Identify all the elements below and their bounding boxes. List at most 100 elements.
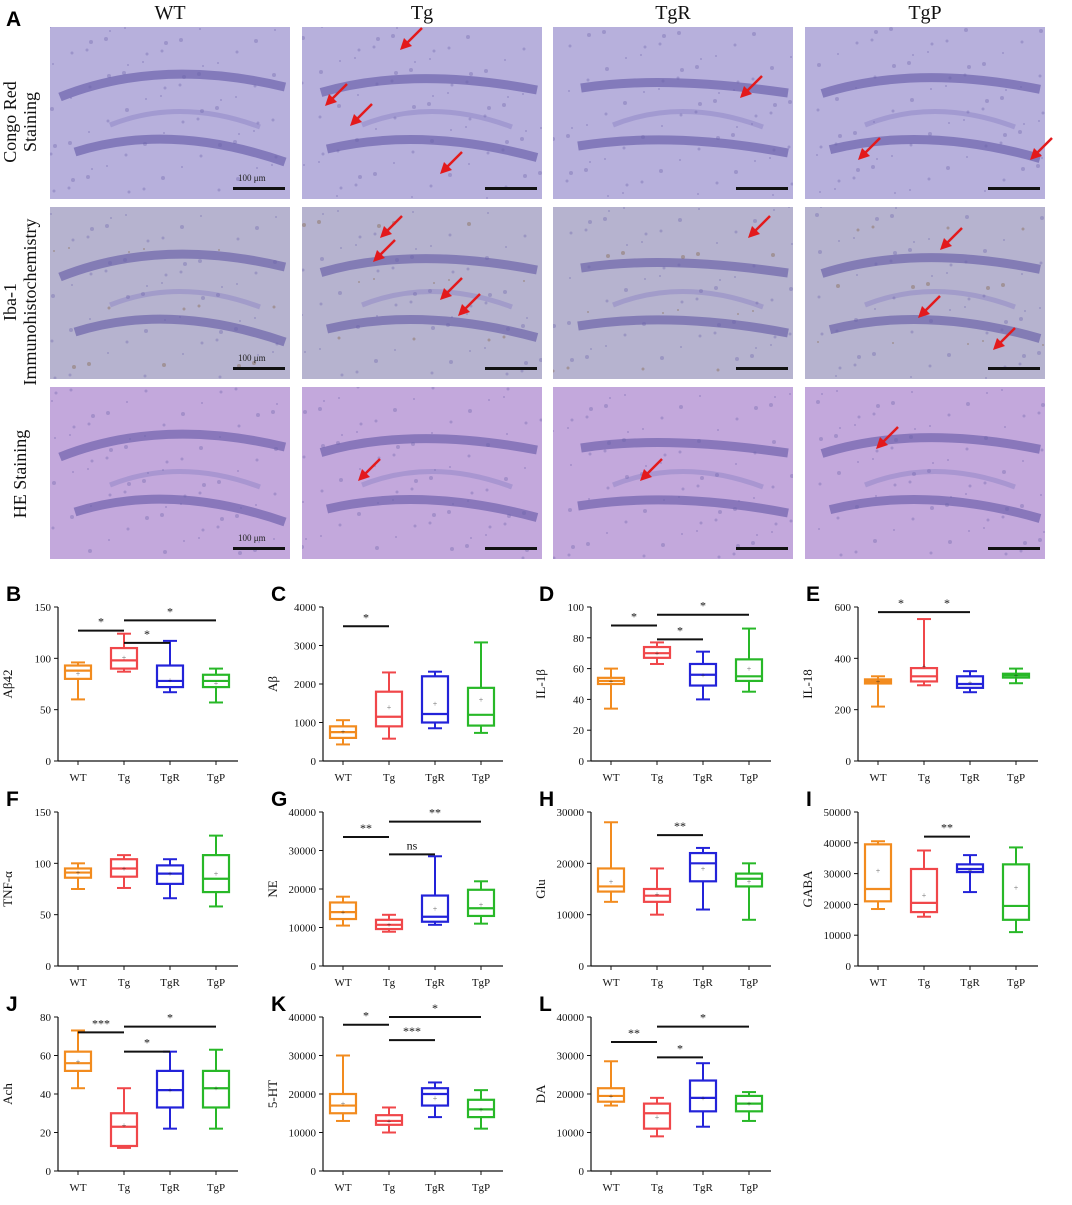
x-tick-label: Tg [651, 772, 664, 784]
panel-letter: B [6, 583, 22, 606]
y-tick-label: 40000 [289, 807, 317, 819]
box-wt: + [863, 675, 893, 708]
y-tick-label: 80 [40, 1012, 52, 1024]
significance-label: ** [674, 819, 686, 833]
scale-bar-label: 100 μm [238, 173, 266, 183]
y-tick-label: 200 [835, 705, 852, 717]
mean-marker: + [76, 1057, 81, 1066]
y-tick-label: 20 [573, 725, 585, 737]
scale-bar [485, 367, 537, 370]
significance-label: * [167, 1011, 173, 1025]
micrograph-tile [805, 27, 1045, 199]
mean-marker: + [168, 676, 173, 685]
red-arrow-icon [400, 27, 423, 50]
box-plot-panel-e: E 0 200 400 600 IL-18 WT + Tg + TgR + TgP + * * [800, 583, 1068, 785]
y-tick-label: 50000 [824, 807, 852, 819]
box-tgp: + [734, 1091, 764, 1122]
box-plot-svg: 0 200 400 600 IL-18 WT + Tg + TgR + TgP + * * [800, 596, 1038, 784]
significance-label: * [700, 1011, 706, 1025]
box-tgr: + [155, 639, 185, 694]
y-tick-label: 150 [35, 602, 52, 614]
y-tick-label: 0 [46, 961, 52, 973]
y-axis-label: DA [533, 1084, 548, 1103]
row-label-he: HE Staining [10, 429, 30, 519]
box-tgp: + [734, 627, 764, 693]
y-tick-label: 10000 [557, 1128, 585, 1140]
mean-marker: + [922, 891, 927, 900]
y-axis-label: Aβ42 [0, 669, 15, 698]
red-arrow-icon [740, 75, 763, 98]
red-arrow-icon [1030, 137, 1053, 160]
panel-letter: K [271, 993, 287, 1016]
y-tick-label: 20000 [557, 1089, 585, 1101]
box-wt: + [328, 895, 358, 927]
scale-bar [736, 547, 788, 550]
box-tgr: + [955, 670, 985, 694]
y-tick-label: 0 [846, 756, 852, 768]
y-tick-label: 50 [40, 705, 52, 717]
significance-label: ** [941, 821, 953, 835]
mean-marker: + [214, 679, 219, 688]
box-plot-svg: 0 20 40 60 80 100 IL-1β WT + Tg + TgR + TgP + * * * [533, 599, 771, 784]
mean-marker: + [609, 877, 614, 886]
y-tick-label: 0 [46, 756, 52, 768]
column-header-tgr: TgR [655, 2, 691, 24]
mean-marker: + [609, 677, 614, 686]
mean-marker: + [433, 1094, 438, 1103]
x-tick-label: WT [334, 1182, 351, 1194]
significance-label: *** [92, 1016, 110, 1030]
significance-label: * [98, 615, 104, 629]
mean-marker: + [479, 900, 484, 909]
micrograph-tile [302, 387, 542, 559]
box-tgp: + [201, 834, 231, 908]
y-tick-label: 10000 [289, 1128, 317, 1140]
y-tick-label: 30000 [289, 1051, 317, 1063]
significance-label: *** [403, 1024, 421, 1038]
box-plot-panel-i: I 0 10000 20000 30000 40000 50000 GABA WT + Tg + TgR… [800, 788, 1068, 990]
row-label-iba1: Iba-1 Immunohistochemistry [0, 218, 40, 386]
y-tick-label: 50 [40, 910, 52, 922]
micrograph-tile [302, 207, 542, 379]
y-tick-label: 150 [35, 807, 52, 819]
y-axis-label: 5-HT [265, 1080, 280, 1108]
box-plot-svg: 0 10000 20000 30000 40000 NE WT + Tg + TgR + TgP + ** n… [265, 806, 503, 989]
mean-marker: + [387, 703, 392, 712]
significance-label: * [631, 609, 637, 623]
mean-marker: + [701, 671, 706, 680]
x-tick-label: WT [602, 1182, 619, 1194]
y-axis-label: IL-1β [533, 669, 548, 699]
y-tick-label: 3000 [294, 641, 317, 653]
box-plot-svg: 0 10000 20000 30000 Glu WT + Tg + TgR + TgP + ** [533, 807, 771, 989]
x-tick-label: TgP [740, 772, 758, 784]
red-arrow-icon [993, 327, 1016, 350]
x-tick-label: Tg [651, 1182, 664, 1194]
scale-bar [485, 547, 537, 550]
y-axis-label: Aβ [265, 676, 280, 692]
red-arrow-icon [440, 151, 463, 174]
micrograph-tile [50, 387, 290, 559]
y-axis-label: IL-18 [800, 669, 815, 699]
scale-bar [988, 547, 1040, 550]
y-tick-label: 20000 [824, 899, 852, 911]
red-arrow-icon [380, 215, 403, 238]
mean-marker: + [609, 1092, 614, 1101]
mean-marker: + [747, 665, 752, 674]
scale-bar-label: 100 μm [238, 533, 266, 543]
box-plot-svg: 0 1000 2000 3000 4000 Aβ WT + Tg + TgR + TgP + * [265, 602, 503, 784]
red-arrow-icon [358, 458, 381, 481]
box-tg: + [109, 854, 139, 889]
significance-label: ** [360, 821, 372, 835]
scale-bar [736, 367, 788, 370]
mean-marker: + [701, 1094, 706, 1103]
box-plot-panel-f: F 0 50 100 150 TNF-α WT + Tg + TgR + TgP + [0, 788, 268, 990]
y-tick-label: 30000 [824, 869, 852, 881]
mean-marker: + [122, 653, 127, 662]
y-tick-label: 0 [579, 961, 585, 973]
panel-letter: L [539, 993, 552, 1016]
x-tick-label: TgP [207, 772, 225, 784]
significance-label: ns [407, 838, 418, 852]
mean-marker: + [214, 870, 219, 879]
x-tick-label: TgR [160, 772, 180, 784]
box-tg: + [374, 671, 404, 740]
